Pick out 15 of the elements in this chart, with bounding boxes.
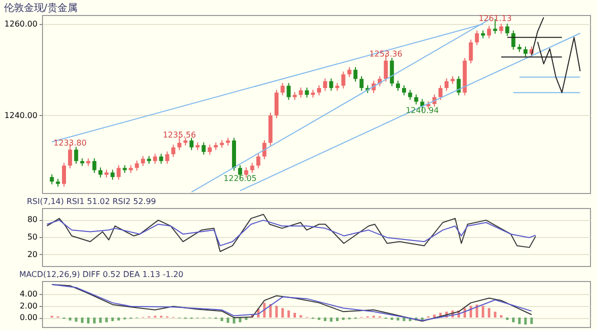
annotation: 1235.56 [162,130,196,140]
y-tick-label: 2.00 [20,301,38,310]
chart-title: RSI(7,14) RSI1 51.02 RSI2 52.99 [26,197,156,206]
y-tick-label: 1240.00 [4,110,38,120]
annotation: 1226.05 [224,174,257,184]
y-tick-label: 50 [27,232,38,242]
annotation: 1233.80 [54,138,87,148]
y-tick-label: 80 [27,215,38,224]
y-tick-label: 20 [27,250,38,259]
annotation: 1261.13 [478,14,512,23]
chart-title: 伦敦金现/贵金属 [4,2,78,14]
y-tick-label: 0.00 [20,313,38,322]
y-tick-label: 4.00 [20,289,38,298]
y-tick-label: 1260.00 [4,20,38,29]
chart-title: MACD(12,26,9) DIFF 0.52 DEA 1.13 -1.20 [19,270,184,279]
